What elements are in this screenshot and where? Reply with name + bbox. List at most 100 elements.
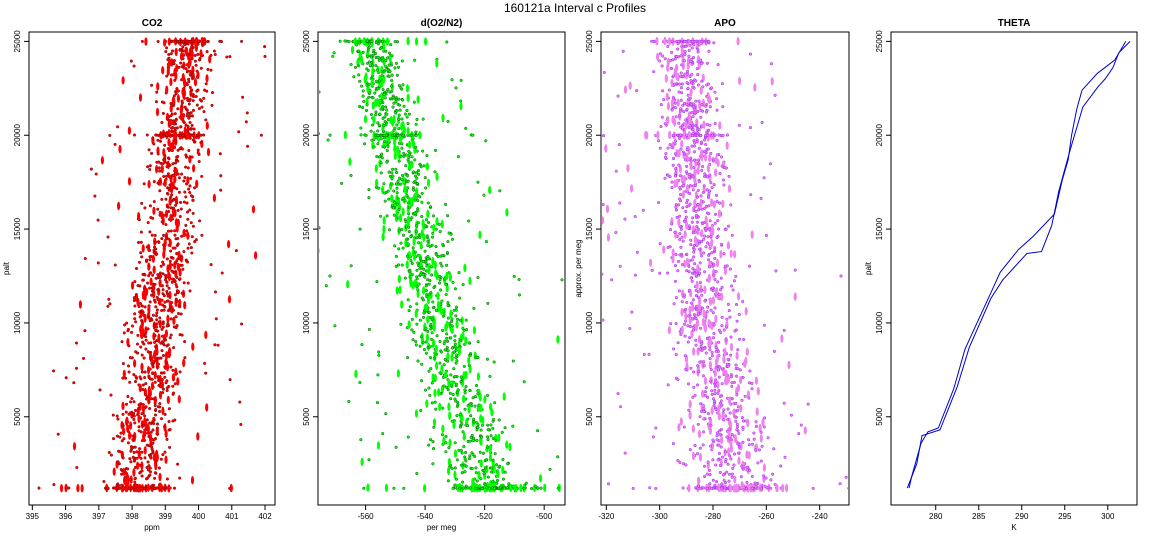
scatter-point — [372, 145, 376, 149]
scatter-point — [685, 107, 689, 111]
scatter-point — [394, 100, 398, 104]
scatter-point — [713, 121, 717, 126]
scatter-point — [347, 399, 351, 404]
scatter-point — [684, 463, 688, 467]
scatter-point — [661, 54, 665, 58]
scatter-point — [170, 280, 174, 284]
scatter-point — [451, 486, 455, 490]
scatter-point — [647, 352, 651, 356]
scatter-point — [726, 407, 730, 411]
scatter-point — [164, 133, 168, 137]
scatter-point — [447, 402, 451, 411]
scatter-point — [482, 472, 486, 476]
scatter-point — [476, 392, 480, 396]
scatter-point — [692, 370, 696, 374]
scatter-point — [319, 132, 321, 136]
scatter-point — [697, 302, 701, 311]
scatter-point — [740, 481, 744, 490]
scatter-point — [683, 230, 687, 239]
scatter-point — [203, 361, 207, 365]
scatter-point — [392, 486, 396, 490]
scatter-point — [705, 310, 709, 314]
scatter-point — [94, 172, 98, 176]
scatter-point — [677, 203, 681, 207]
scatter-point — [177, 176, 181, 180]
scatter-point — [184, 165, 188, 169]
scatter-point — [182, 120, 186, 125]
scatter-point — [679, 107, 683, 111]
scatter-point — [680, 235, 684, 239]
scatter-point — [676, 259, 681, 263]
scatter-point — [405, 260, 409, 269]
scatter-point — [185, 83, 189, 87]
scatter-point — [446, 316, 450, 320]
scatter-point — [673, 142, 677, 146]
scatter-point — [685, 164, 689, 168]
scatter-point — [394, 445, 398, 449]
scatter-point — [52, 369, 56, 373]
scatter-point — [144, 347, 148, 351]
scatter-point — [701, 200, 705, 204]
scatter-point — [715, 236, 719, 240]
scatter-point — [727, 174, 731, 178]
scatter-point — [407, 149, 411, 153]
scatter-point — [433, 148, 438, 152]
scatter-point — [165, 284, 169, 288]
scatter-point — [462, 444, 466, 449]
scatter-point — [421, 298, 425, 302]
scatter-point — [155, 453, 159, 462]
scatter-point — [147, 262, 151, 271]
scatter-point — [446, 214, 450, 218]
scatter-point — [376, 129, 380, 133]
scatter-point — [493, 401, 497, 405]
scatter-point — [426, 178, 431, 187]
scatter-point — [186, 246, 190, 250]
scatter-point — [580, 484, 583, 492]
scatter-point — [122, 331, 126, 335]
scatter-point — [407, 320, 411, 329]
scatter-point — [762, 463, 767, 472]
scatter-point — [121, 362, 125, 366]
scatter-point — [681, 486, 685, 490]
scatter-point — [517, 277, 521, 282]
scatter-point — [727, 479, 731, 483]
scatter-point — [123, 323, 127, 327]
scatter-point — [395, 209, 399, 218]
scatter-point — [152, 351, 157, 360]
scatter-point — [169, 118, 173, 123]
scatter-point — [683, 130, 687, 140]
scatter-point — [168, 197, 172, 206]
scatter-point — [420, 266, 424, 270]
scatter-point — [708, 154, 712, 163]
scatter-point — [707, 212, 711, 216]
scatter-point — [497, 433, 501, 443]
scatter-point — [349, 173, 353, 178]
plot-area — [37, 36, 267, 493]
scatter-point — [429, 291, 433, 295]
scatter-point — [397, 117, 401, 121]
scatter-point — [405, 108, 409, 113]
scatter-point — [169, 134, 173, 138]
scatter-point — [175, 324, 179, 328]
scatter-point — [445, 40, 449, 44]
scatter-point — [682, 59, 686, 63]
scatter-point — [435, 253, 439, 257]
scatter-point — [614, 230, 618, 235]
scatter-point — [692, 158, 696, 162]
scatter-point — [165, 360, 169, 365]
scatter-point — [454, 356, 458, 360]
scatter-point — [578, 466, 581, 474]
scatter-point — [444, 434, 448, 438]
scatter-point — [197, 58, 202, 62]
scatter-point — [147, 305, 151, 314]
scatter-point — [676, 47, 680, 51]
scatter-point — [163, 158, 167, 162]
scatter-point — [430, 235, 435, 239]
scatter-point — [728, 454, 732, 458]
scatter-point — [122, 437, 126, 441]
scatter-point — [418, 131, 422, 140]
scatter-point — [678, 214, 682, 218]
scatter-point — [184, 67, 188, 71]
scatter-point — [616, 94, 620, 98]
scatter-point — [174, 47, 178, 57]
